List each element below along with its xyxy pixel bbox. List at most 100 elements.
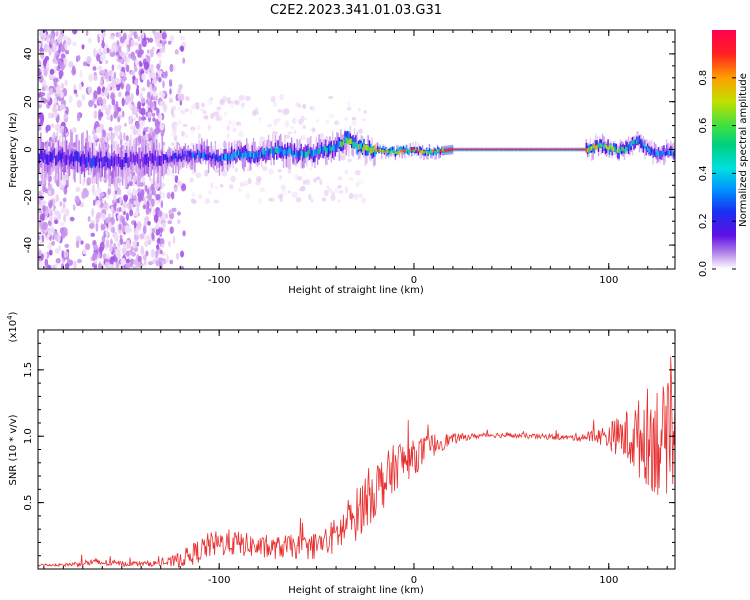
spectral-ridge-cell — [247, 153, 249, 160]
spectral-ridge-cell — [352, 134, 354, 147]
spectral-blob — [126, 46, 129, 56]
spectral-blob — [93, 90, 98, 99]
spectral-ridge-cell — [642, 141, 645, 147]
spectral-ridge-cell — [645, 146, 647, 156]
spectral-blob — [38, 74, 44, 84]
spectral-blob — [58, 59, 63, 67]
spectral-ridge-cell — [306, 151, 308, 158]
spectral-ridge-cell — [214, 155, 217, 162]
spectral-blob — [120, 257, 126, 266]
spectral-ridge-cell — [235, 151, 237, 158]
spectral-blob — [97, 96, 103, 105]
spectral-ridge-cell — [270, 141, 272, 153]
spectral-blob — [134, 41, 139, 47]
spectral-ridge-cell — [68, 156, 71, 177]
spectral-ridge-cell — [593, 144, 596, 149]
spectral-blob — [157, 237, 161, 243]
spectral-blob — [119, 234, 123, 239]
spectral-ridge-cell — [180, 148, 182, 161]
colorbar-axis: 0.0 0.2 0.4 0.6 0.8 — [698, 70, 736, 277]
spectral-ridge-cell — [319, 146, 322, 153]
spectral-blob — [50, 188, 55, 196]
spectral-blob — [351, 116, 357, 121]
spectral-ridge-cell — [586, 148, 589, 153]
spectral-blob — [258, 116, 262, 122]
spectral-ridge-cell — [169, 155, 172, 162]
spectral-ridge-cell — [367, 145, 369, 151]
spectral-ridge-cell — [94, 157, 97, 168]
spectral-ridge-cell — [420, 148, 422, 159]
spectral-blob — [218, 115, 223, 122]
spectral-ridge-cell — [562, 148, 564, 151]
spectral-ridge-cell — [213, 152, 215, 165]
spectral-ridge-cell — [304, 152, 307, 158]
spectral-blob — [226, 124, 230, 132]
spectral-ridge-cell — [357, 144, 360, 150]
spectral-blob — [129, 260, 134, 268]
spectral-ridge-cell — [432, 149, 435, 156]
spectral-ridge-cell — [134, 155, 136, 166]
spectral-ridge-cell — [187, 150, 189, 157]
spectral-blob — [40, 62, 44, 69]
spectral-ridge-cell — [199, 153, 202, 159]
spectral-ridge-cell — [494, 148, 496, 151]
spectral-blob — [125, 262, 131, 269]
spectral-blob — [346, 158, 353, 163]
spectral-ridge-cell — [426, 151, 428, 155]
spectral-ridge-cell — [52, 150, 54, 161]
spectral-blob — [169, 63, 174, 73]
spectral-blob — [130, 70, 136, 76]
spectral-ridge-cell — [491, 148, 493, 151]
spectral-blob — [53, 219, 59, 225]
spectral-ridge-cell — [570, 148, 572, 151]
spectral-ridge-cell — [585, 142, 587, 152]
spectral-blob — [155, 193, 161, 201]
spectral-blob — [39, 237, 43, 243]
spectral-blob — [133, 31, 137, 39]
spectral-ridge-cell — [244, 151, 247, 157]
spectral-ridge-cell — [510, 148, 512, 151]
spectral-blob — [129, 192, 133, 199]
spectral-blob — [146, 201, 150, 210]
spectral-ridge-cell — [314, 149, 316, 156]
spectral-blob — [168, 79, 173, 88]
spectral-ridge-cell — [276, 148, 278, 160]
spectral-blob — [268, 168, 274, 175]
spectral-ridge-cell — [192, 149, 195, 170]
spectral-ridge-cell — [325, 139, 327, 152]
spectral-blob — [340, 154, 346, 161]
spectral-blob — [134, 247, 138, 252]
snr-frame — [37, 329, 676, 570]
spectral-blob — [191, 104, 196, 110]
colorbar: 0.0 0.2 0.4 0.6 0.8 Normalized spectral ampl… — [698, 30, 749, 277]
spectral-blob — [50, 123, 55, 128]
spectral-ridge-cell — [664, 151, 667, 156]
spectral-blob — [328, 95, 334, 100]
spectral-ridge-cell — [516, 148, 518, 151]
spectral-blob — [110, 205, 114, 213]
spectral-ridge-cell — [348, 131, 350, 143]
spectral-blob — [123, 211, 126, 216]
spectral-ridge-cell — [641, 143, 643, 148]
spectral-ridge-cell — [321, 146, 323, 153]
spectral-ridge-cell — [151, 132, 154, 166]
spectral-ridge-cell — [370, 147, 372, 154]
spectral-ridge-cell — [146, 153, 148, 164]
spectral-ridge-cell — [656, 150, 658, 160]
spectral-ridge-cell — [149, 156, 151, 177]
spectral-ridge-cell — [278, 135, 281, 155]
spectral-blob — [109, 257, 115, 265]
spectral-blob — [153, 190, 157, 197]
spectral-ridge-cell — [371, 147, 373, 154]
spectral-ridge-cell — [611, 147, 613, 152]
spectral-blob — [151, 198, 155, 207]
spectral-blob — [72, 30, 78, 35]
spectral-blob — [111, 64, 115, 71]
spectral-ridge-cell — [175, 152, 177, 159]
spectral-blob — [159, 227, 164, 233]
spectral-blob — [61, 229, 66, 239]
spectral-blob — [132, 240, 137, 248]
spectral-ridge-cell — [45, 154, 47, 165]
spectral-blob — [101, 224, 106, 231]
spectral-blob — [53, 211, 60, 216]
